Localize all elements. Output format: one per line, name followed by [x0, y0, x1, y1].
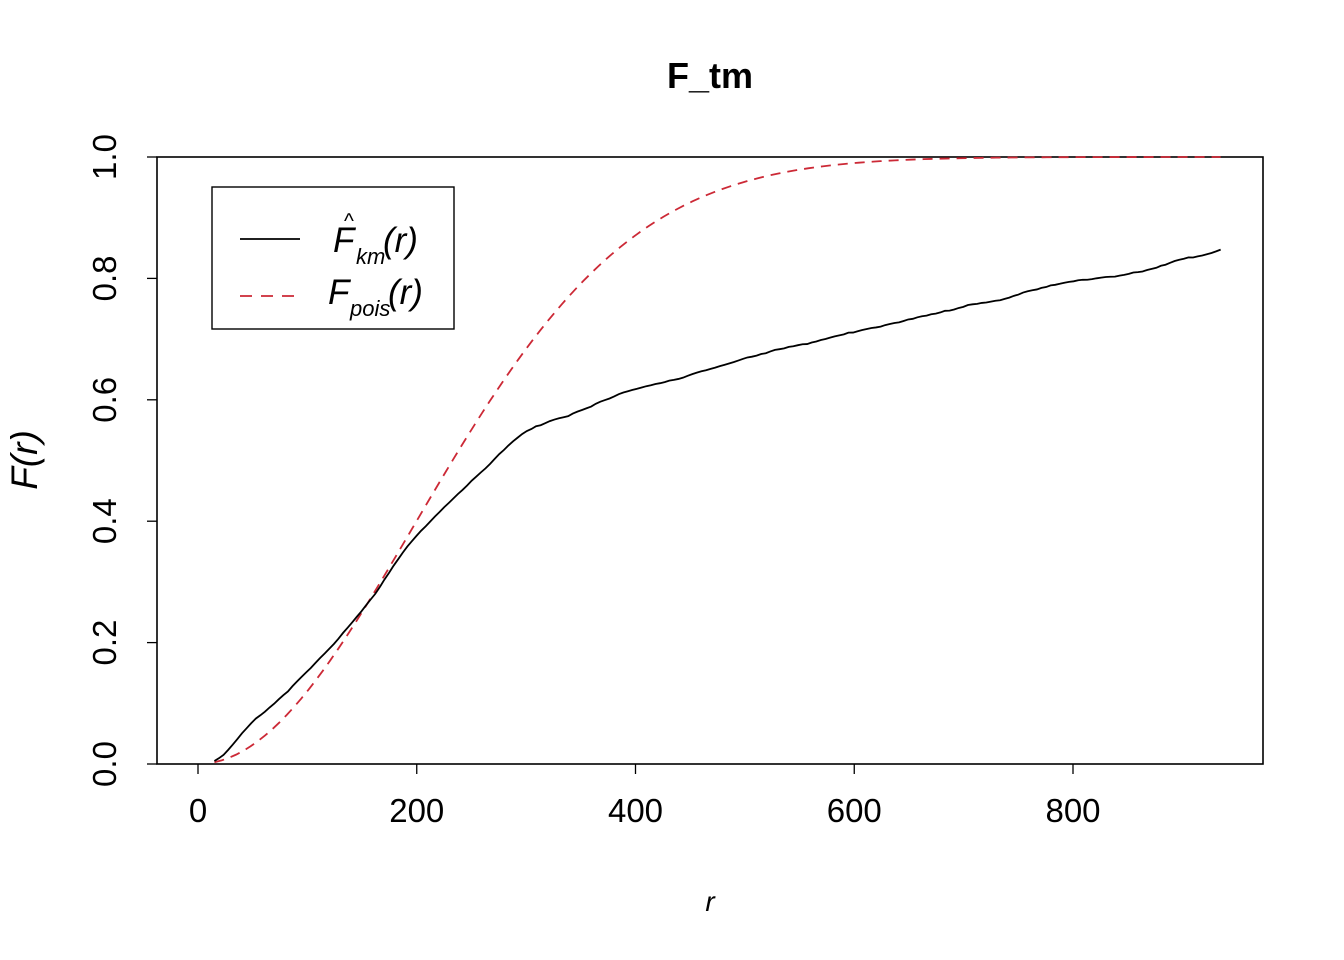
svg-text:pois: pois — [349, 296, 390, 321]
svg-text:(r): (r) — [388, 273, 423, 312]
svg-text:0.2: 0.2 — [86, 620, 123, 666]
svg-text:1.0: 1.0 — [86, 134, 123, 180]
svg-text:0.4: 0.4 — [86, 498, 123, 544]
svg-text:F_tm: F_tm — [667, 55, 753, 96]
svg-text:0.8: 0.8 — [86, 255, 123, 301]
svg-text:r: r — [705, 886, 716, 917]
svg-text:F(r): F(r) — [4, 430, 45, 490]
svg-text:F: F — [328, 273, 352, 312]
svg-text:km: km — [356, 244, 385, 269]
svg-text:800: 800 — [1045, 792, 1100, 829]
svg-text:0.0: 0.0 — [86, 741, 123, 787]
svg-text:200: 200 — [389, 792, 444, 829]
svg-text:^: ^ — [344, 210, 354, 233]
svg-text:0: 0 — [189, 792, 207, 829]
svg-text:0.6: 0.6 — [86, 377, 123, 423]
svg-text:(r): (r) — [383, 221, 418, 260]
svg-text:400: 400 — [608, 792, 663, 829]
svg-text:600: 600 — [827, 792, 882, 829]
